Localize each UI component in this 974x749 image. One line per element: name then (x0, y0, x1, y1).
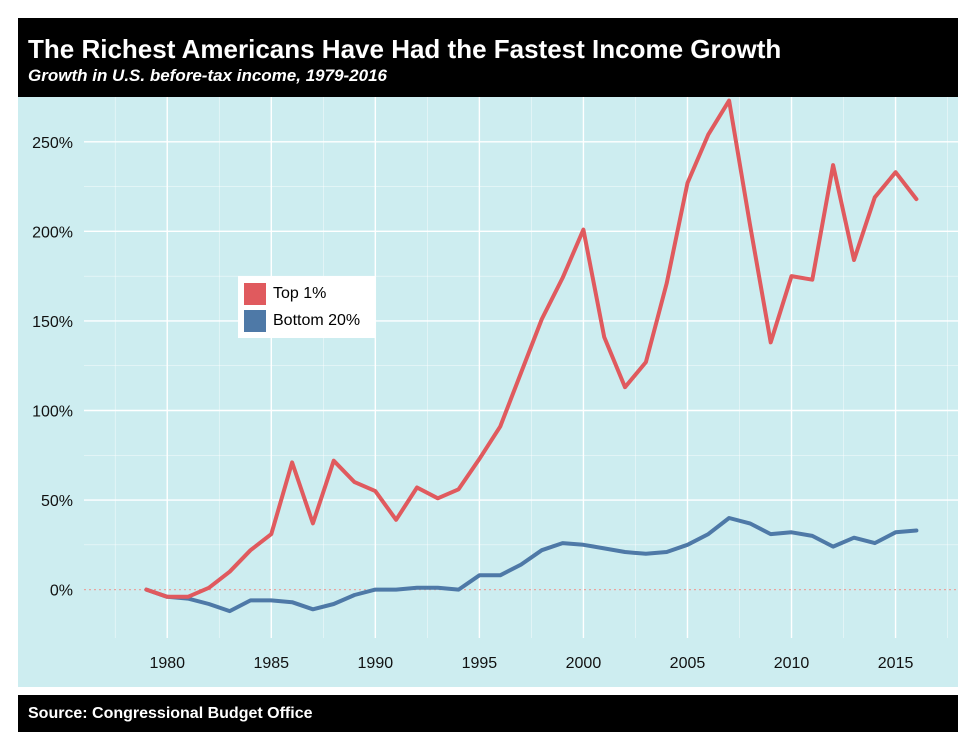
source-note: Source: Congressional Budget Office (28, 705, 313, 722)
grid-lines (84, 97, 958, 638)
chart-header: The Richest Americans Have Had the Faste… (18, 18, 958, 97)
x-tick-label: 2010 (774, 655, 810, 672)
legend-item-top1: Top 1% (244, 282, 326, 306)
chart-subtitle: Growth in U.S. before-tax income, 1979-2… (28, 66, 388, 85)
x-tick-label: 1990 (358, 655, 394, 672)
x-tick-label: 2005 (670, 655, 706, 672)
chart-footer: Source: Congressional Budget Office (18, 695, 958, 732)
series-line-top1 (144, 98, 919, 599)
y-tick-label: 200% (32, 224, 73, 241)
legend-swatch-bottom20 (244, 310, 266, 332)
legend-label-bottom20: Bottom 20% (273, 312, 361, 329)
y-tick-label: 250% (32, 135, 73, 152)
x-tick-label: 2000 (566, 655, 602, 672)
y-tick-label: 0% (50, 583, 73, 600)
x-tick-label: 2015 (878, 655, 914, 672)
y-tick-label: 100% (32, 403, 73, 420)
x-tick-label: 1985 (253, 655, 289, 672)
legend-label-top1: Top 1% (273, 285, 327, 302)
x-tick-label: 1995 (462, 655, 498, 672)
y-tick-label: 50% (41, 493, 73, 510)
y-tick-label: 150% (32, 314, 73, 331)
plot-panel (18, 97, 958, 687)
chart-legend: Top 1% Bottom 20% (238, 276, 376, 338)
legend-item-bottom20: Bottom 20% (244, 309, 360, 333)
x-tick-label: 1980 (149, 655, 185, 672)
series-line-bottom20 (144, 516, 919, 614)
legend-swatch-top1 (244, 283, 266, 305)
axis-labels: 1980 1985 1990 1995 2000 2005 2010 2015 0% 50% 100… (32, 135, 913, 672)
series-lines (144, 98, 919, 614)
chart-title: The Richest Americans Have Had the Faste… (28, 34, 782, 64)
